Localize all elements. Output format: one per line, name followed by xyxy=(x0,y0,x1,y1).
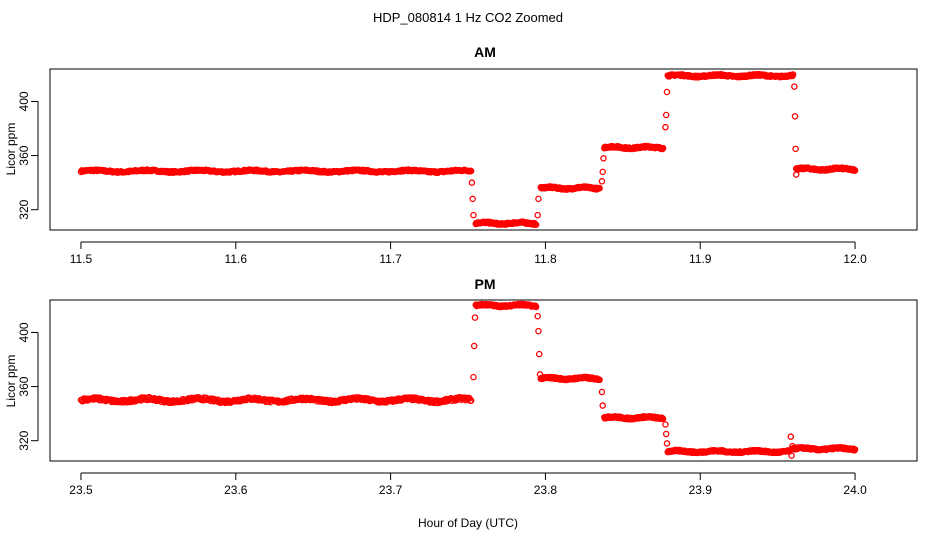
am-data-point xyxy=(468,179,476,186)
pm-ticks: 23.5 23.6 23.7 23.8 23.9 24.0 320 360 400 xyxy=(17,322,867,497)
am-panel-title: AM xyxy=(474,44,496,60)
am-y-tick-label: 320 xyxy=(17,199,31,219)
pm-y-tick-label: 360 xyxy=(17,376,31,396)
pm-data-point xyxy=(471,314,479,321)
am-ticks: 11.5 11.6 11.7 11.8 11.9 12.0 320 360 400 xyxy=(17,91,867,266)
pm-data-point xyxy=(532,303,540,311)
pm-data-point xyxy=(536,371,544,378)
pm-data-point xyxy=(599,402,606,409)
pm-data-point xyxy=(788,452,795,459)
pm-data-point xyxy=(659,415,667,423)
am-data-point xyxy=(662,123,669,131)
pm-data-point xyxy=(470,373,477,381)
am-data-point xyxy=(663,88,671,96)
am-x-tick-label: 11.5 xyxy=(70,252,93,266)
pm-data-point xyxy=(535,350,543,358)
am-data-point xyxy=(792,145,799,153)
pm-y-axis-label: Licor ppm xyxy=(4,355,18,408)
figure-title: HDP_080814 1 Hz CO2 Zoomed xyxy=(373,10,563,25)
am-y-axis-label: Licor ppm xyxy=(4,123,18,176)
pm-data-point xyxy=(851,446,859,453)
am-data-point xyxy=(599,168,606,176)
pm-data-point xyxy=(534,312,541,320)
am-x-tick-label: 11.9 xyxy=(689,252,712,266)
pm-x-tick-label: 23.9 xyxy=(689,483,713,497)
pm-data-point xyxy=(662,421,669,428)
am-data-point xyxy=(789,71,797,78)
pm-data-point xyxy=(662,430,670,438)
am-y-tick-label: 400 xyxy=(17,91,31,111)
am-data-point xyxy=(470,211,477,219)
am-data-point xyxy=(791,113,799,120)
pm-data-point xyxy=(598,388,606,396)
am-data-point xyxy=(598,178,606,185)
am-x-tick-label: 11.6 xyxy=(225,252,248,266)
am-x-tick-label: 11.7 xyxy=(379,252,402,266)
am-x-tick-label: 12.0 xyxy=(843,252,867,266)
am-data-point xyxy=(532,221,540,229)
am-x-tick-label: 11.8 xyxy=(534,252,557,266)
am-data-point xyxy=(791,83,798,90)
pm-x-tick-label: 23.8 xyxy=(534,483,558,497)
pm-panel-title: PM xyxy=(475,276,496,292)
pm-panel: PM 23.5 23.6 23.7 23.8 23.9 24.0 320 360 400 Lic… xyxy=(4,276,918,497)
pm-data-point xyxy=(535,327,542,335)
am-data-point xyxy=(662,111,670,119)
pm-data-point xyxy=(789,442,796,450)
pm-x-tick-label: 23.6 xyxy=(224,483,248,497)
pm-y-tick-label: 400 xyxy=(17,322,31,342)
pm-data-points xyxy=(77,300,859,459)
am-data-point xyxy=(851,167,859,174)
am-data-point xyxy=(659,144,667,152)
pm-data-point xyxy=(787,433,795,440)
am-data-point xyxy=(600,155,607,162)
pm-x-tick-label: 24.0 xyxy=(843,483,867,497)
pm-y-tick-label: 320 xyxy=(17,430,31,450)
pm-data-point xyxy=(596,376,603,384)
pm-x-tick-label: 23.7 xyxy=(379,483,403,497)
pm-data-point xyxy=(663,440,671,447)
am-data-point xyxy=(469,195,476,203)
pm-x-tick-label: 23.5 xyxy=(69,483,93,497)
am-data-points xyxy=(77,70,859,229)
x-axis-label: Hour of Day (UTC) xyxy=(418,516,518,530)
am-plot-frame xyxy=(49,68,918,231)
am-data-point xyxy=(535,195,542,203)
am-y-tick-label: 360 xyxy=(17,145,31,165)
pm-plot-frame xyxy=(49,299,918,462)
am-data-point xyxy=(596,184,603,192)
pm-data-point xyxy=(467,397,475,404)
am-data-point xyxy=(792,171,800,178)
pm-data-point xyxy=(470,342,478,350)
am-panel: AM 11.5 11.6 11.7 11.8 11.9 12.0 320 360 400 Lic… xyxy=(4,44,918,266)
am-data-point xyxy=(467,167,475,175)
am-data-point xyxy=(534,211,541,219)
